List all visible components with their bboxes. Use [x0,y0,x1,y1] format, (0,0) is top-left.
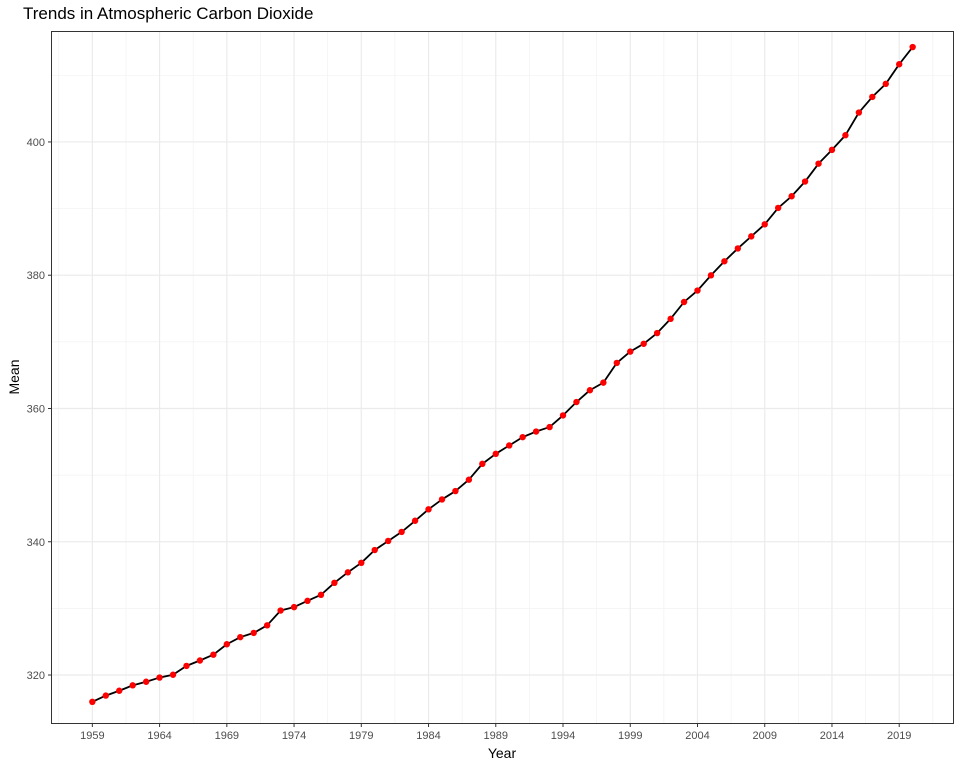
data-point [102,692,109,699]
data-point [129,682,136,689]
data-point [694,287,701,294]
data-point [492,450,499,457]
data-point [788,193,795,200]
data-point [263,622,271,629]
data-point [815,160,822,167]
data-point [196,657,204,664]
data-point [89,698,96,706]
data-point [506,442,513,449]
x-tick-label: 1994 [551,730,575,742]
data-point [801,178,809,185]
data-point [573,398,580,406]
data-point [842,132,849,139]
x-tick-label: 1974 [282,730,306,742]
data-point [398,528,405,536]
x-tick-label: 1989 [484,730,508,742]
data-point [546,423,553,431]
data-point [519,433,526,441]
data-point [479,460,486,468]
data-point [210,651,217,658]
data-point [613,359,621,367]
x-tick-label: 2019 [887,730,911,742]
y-tick-label: 320 [27,670,45,682]
x-tick-label: 1999 [618,730,642,742]
data-point [465,476,473,483]
data-point [586,387,594,394]
data-point [411,517,419,524]
data-point [384,537,392,545]
data-point [600,379,607,386]
data-point [667,315,674,323]
series-line [91,46,914,703]
data-point [290,603,298,611]
data-point [640,340,647,347]
major-gridlines [52,32,953,723]
data-point [774,204,782,212]
x-tick-label: 2009 [752,730,776,742]
data-point [371,546,378,554]
data-point [734,245,742,252]
x-axis: 1959 1964 1969 1974 1979 1984 1989 1994 1999 2004… [80,723,911,742]
data-point [156,674,163,681]
x-tick-label: 1969 [215,730,239,742]
x-tick-label: 2004 [685,730,709,742]
data-point [559,412,567,419]
y-tick-label: 400 [27,137,45,149]
x-axis-title: Year [488,745,517,761]
data-point [855,109,863,116]
data-point [250,629,257,637]
data-point [425,506,432,513]
data-point [707,272,715,279]
data-point [909,43,916,51]
data-point [721,258,728,265]
x-tick-label: 1959 [80,730,104,742]
x-tick-label: 2014 [820,730,844,742]
chart-title: Trends in Atmospheric Carbon Dioxide [23,4,314,23]
y-axis-title: Mean [6,359,22,394]
data-point [304,597,311,605]
y-tick-label: 380 [27,270,45,282]
data-point [761,221,768,228]
data-point [223,641,231,648]
data-point [358,559,365,567]
data-point [116,687,123,694]
data-point [882,80,889,88]
data-point [532,428,540,435]
y-tick-label: 340 [27,537,45,549]
data-point [896,61,903,68]
data-point [344,569,352,576]
data-point [653,329,661,337]
data-point [183,662,190,670]
x-tick-label: 1964 [147,730,171,742]
data-point [277,607,284,614]
data-point [169,671,177,678]
x-tick-label: 1979 [349,730,373,742]
data-point [869,93,876,101]
data-point [452,487,459,495]
data-point [627,348,634,355]
panel-border [51,31,954,724]
minor-gridlines [52,32,953,723]
co2-series [89,43,916,706]
data-point [237,633,244,641]
y-axis: 320 340 360 380 400 [27,137,52,682]
data-point [142,678,150,685]
data-point [317,591,325,599]
data-point [680,298,688,306]
data-point [748,233,755,240]
x-tick-label: 1984 [416,730,440,742]
data-point [828,146,836,154]
data-point [331,579,338,586]
data-point [438,496,446,503]
y-tick-label: 360 [27,403,45,415]
